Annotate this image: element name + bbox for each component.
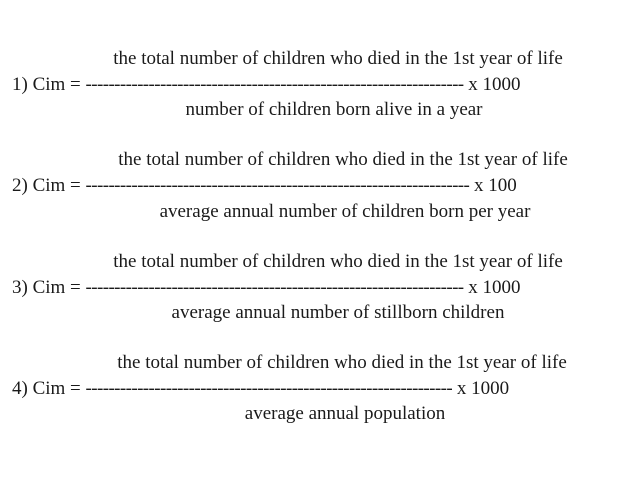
formula-2-divider: ----------------------------------------… <box>85 175 470 196</box>
formula-1-index: 1) Cim = <box>12 74 81 95</box>
formula-1-multiplier: x 1000 <box>468 74 521 95</box>
formula-4-multiplier: x 1000 <box>456 378 510 399</box>
formula-3-index: 3) Cim = <box>12 277 81 298</box>
formula-3-numerator: the total number of children who died in… <box>113 251 563 272</box>
formula-2-index: 2) Cim = <box>12 175 81 196</box>
formula-3-equation-line: 3) Cim = -------------------------------… <box>12 277 521 299</box>
formula-3-denominator: average annual number of stillborn child… <box>171 302 505 323</box>
formula-4: the total number of children who died in… <box>0 352 640 442</box>
formula-3-divider: ----------------------------------------… <box>85 277 465 298</box>
formula-2-multiplier: x 100 <box>474 175 517 196</box>
formula-2-denominator: average annual number of children born p… <box>159 201 531 222</box>
formula-3-multiplier: x 1000 <box>468 277 521 298</box>
formula-1-equation-line: 1) Cim = -------------------------------… <box>12 74 521 96</box>
formula-4-equation-line: 4) Cim = -------------------------------… <box>12 378 509 400</box>
formula-4-divider: ----------------------------------------… <box>85 378 453 399</box>
formula-1-numerator: the total number of children who died in… <box>113 48 563 69</box>
formula-1-denominator: number of children born alive in a year <box>185 99 483 120</box>
formula-4-numerator: the total number of children who died in… <box>117 352 567 373</box>
formula-2: the total number of children who died in… <box>0 149 640 239</box>
formula-4-denominator: average annual population <box>244 403 446 424</box>
formula-2-equation-line: 2) Cim = -------------------------------… <box>12 175 517 197</box>
formula-1-divider: ----------------------------------------… <box>85 74 465 95</box>
formula-1: the total number of children who died in… <box>0 48 640 138</box>
formula-3: the total number of children who died in… <box>0 251 640 341</box>
formula-4-index: 4) Cim = <box>12 378 81 399</box>
formula-2-numerator: the total number of children who died in… <box>118 149 568 170</box>
